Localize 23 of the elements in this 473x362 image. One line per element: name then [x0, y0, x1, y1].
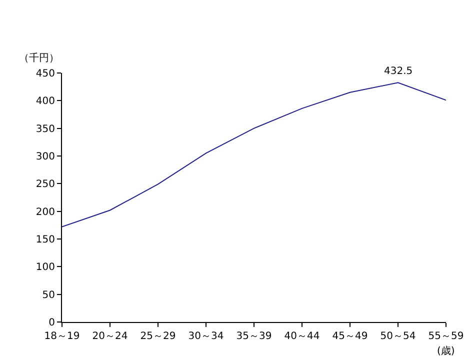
annotation: 432.5: [384, 66, 413, 77]
y-tick-label: 150: [36, 234, 55, 246]
x-tick-label: 45～49: [332, 331, 368, 342]
x-tick-label: 30～34: [188, 331, 224, 342]
y-tick-label: 300: [36, 152, 55, 162]
x-tick-label: 18～19: [44, 331, 80, 342]
x-tick-label: 25～29: [140, 331, 176, 342]
y-tick-label: 50: [42, 290, 55, 301]
y-tick-label: 0: [48, 318, 55, 328]
x-tick-label: 55～59: [428, 331, 464, 342]
x-axis-title: (歳): [437, 345, 455, 357]
y-tick-label: 400: [36, 96, 55, 108]
y-tick-label: 450: [36, 68, 55, 80]
y-tick-label: 250: [36, 179, 55, 190]
x-tick-label: 50～54: [380, 331, 416, 342]
y-axis-title: （千円）: [19, 52, 59, 64]
y-tick-label: 100: [36, 262, 55, 274]
y-tick-label: 200: [36, 206, 55, 218]
x-tick-label: 35～39: [236, 331, 272, 342]
x-tick-label: 20～24: [92, 331, 128, 342]
y-tick-label: 350: [36, 124, 55, 135]
line-series: [62, 82, 446, 228]
x-tick-label: 40～44: [284, 331, 320, 342]
